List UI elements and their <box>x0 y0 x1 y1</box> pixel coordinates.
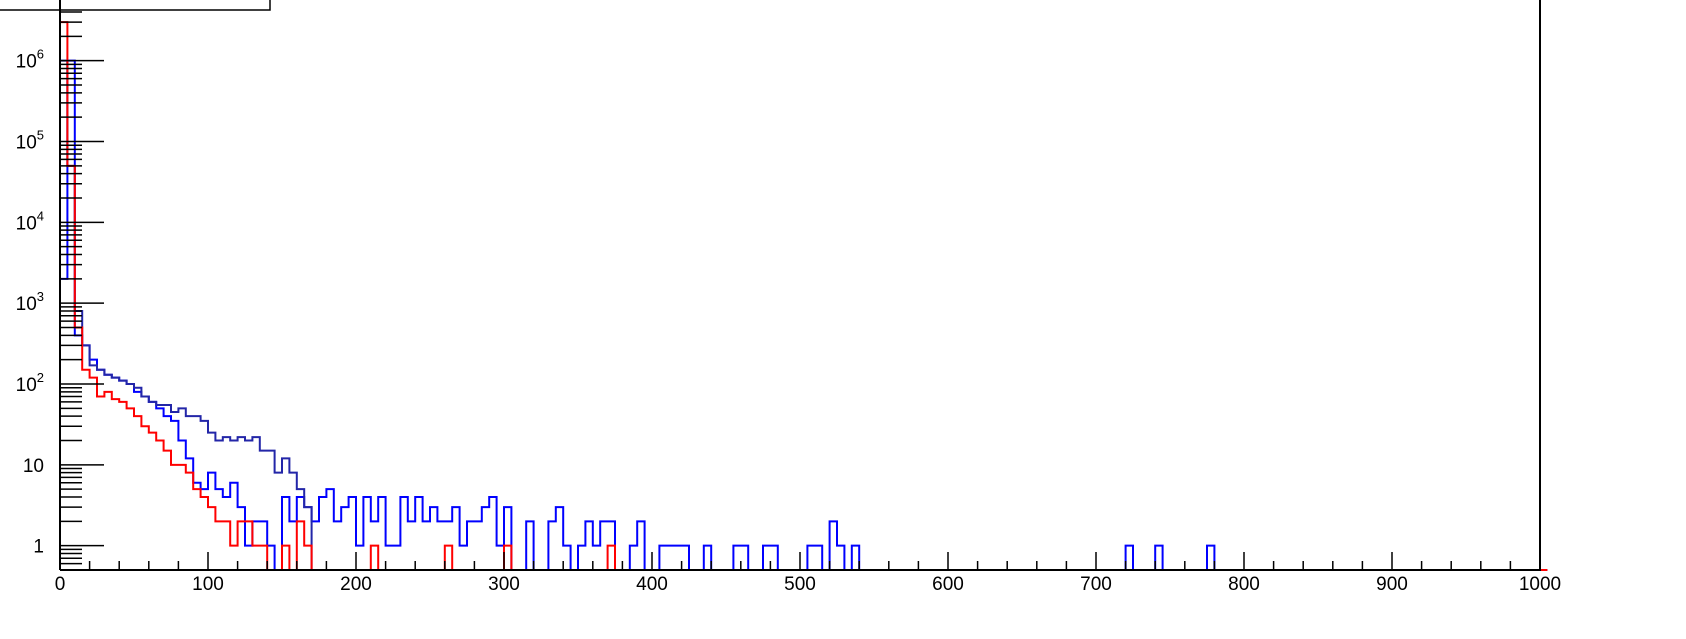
y-tick-label: 10 <box>23 456 44 477</box>
y-tick-label: 103 <box>16 289 44 315</box>
y-tick-label: 102 <box>16 370 44 396</box>
y-tick-label: 1 <box>33 537 44 558</box>
series-layer <box>59 21 1548 571</box>
x-tick-label: 0 <box>55 574 66 595</box>
x-tick-label: 700 <box>1080 574 1112 595</box>
x-tick-label: 800 <box>1228 574 1260 595</box>
axes-layer <box>59 0 1541 571</box>
x-tick-label: 900 <box>1376 574 1408 595</box>
histogram-series-3 <box>59 59 319 571</box>
histogram-series-2 <box>59 59 1548 571</box>
x-tick-label: 500 <box>784 574 816 595</box>
x-tick-label: 600 <box>932 574 964 595</box>
histogram-series-4 <box>59 21 1548 571</box>
legend-box <box>0 0 271 11</box>
y-tick-label: 106 <box>16 47 44 73</box>
x-tick-label: 300 <box>488 574 520 595</box>
labels-layer: 0 100 200 300 400 500 600 700 800 900 1000 1 10 102 10… <box>16 47 1562 595</box>
y-tick-label: 104 <box>16 208 44 234</box>
y-tick-label: 105 <box>16 127 44 153</box>
x-tick-label: 200 <box>340 574 372 595</box>
x-tick-label: 100 <box>192 574 224 595</box>
x-tick-label: 1000 <box>1519 574 1561 595</box>
x-tick-label: 400 <box>636 574 668 595</box>
